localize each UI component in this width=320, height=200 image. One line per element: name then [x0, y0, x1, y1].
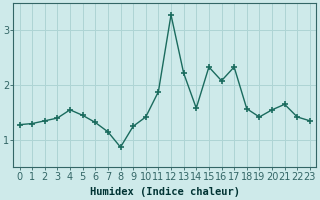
X-axis label: Humidex (Indice chaleur): Humidex (Indice chaleur) [90, 187, 240, 197]
